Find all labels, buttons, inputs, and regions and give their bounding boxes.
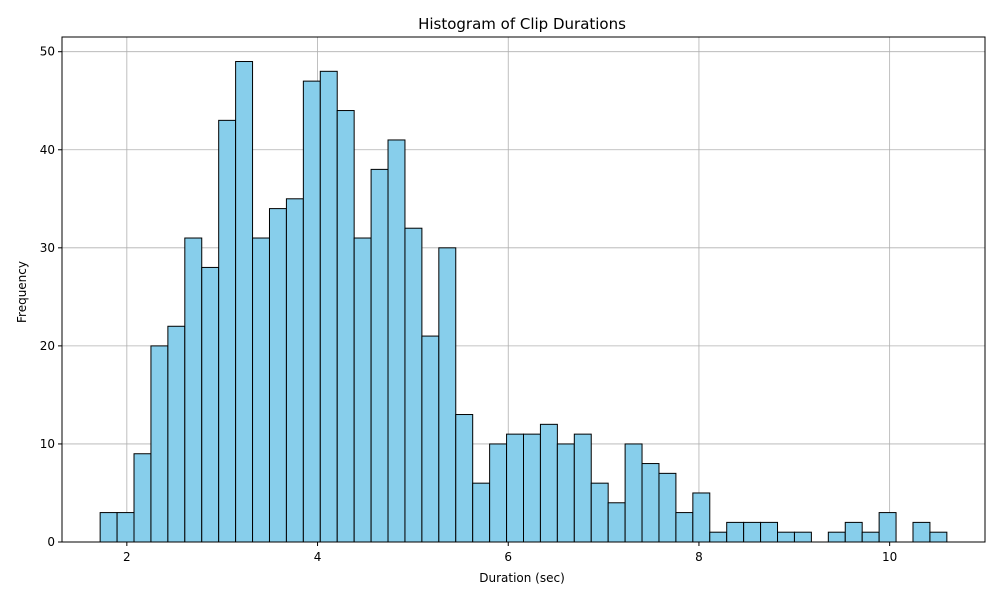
histogram-bar [878,512,897,543]
histogram-bar [523,433,541,543]
histogram-bar [133,453,152,543]
histogram-bar [184,237,203,543]
histogram-bar [709,531,728,543]
histogram-bar [218,119,237,543]
histogram-bar [760,521,779,543]
histogram-bar [793,531,812,543]
histogram-bar [404,227,423,543]
histogram-bar [607,502,626,543]
histogram-bar [99,512,118,543]
chart-title: Histogram of Clip Durations [418,15,626,33]
y-tick-label: 20 [40,339,55,353]
histogram-bar [302,80,321,543]
histogram-bar [370,168,389,543]
histogram-bar [472,482,491,543]
y-tick-label: 40 [40,143,55,157]
histogram-bar [319,70,338,543]
axis-ticks: 2 4 6 8 10 0 10 20 30 40 50 [40,45,898,564]
x-tick-label: 6 [504,550,512,564]
histogram-bar [506,433,524,543]
y-axis-label: Frequency [15,261,29,323]
histogram-bar [268,208,287,543]
histogram-bar [421,335,440,543]
histogram-bar [167,325,186,543]
y-tick-label: 50 [40,45,55,59]
histogram-bar [861,531,880,543]
histogram-bar [675,512,694,543]
histogram-bars [99,61,948,543]
histogram-bar [489,443,508,543]
histogram-bar [150,345,169,543]
plot-frame [61,36,986,543]
histogram-bar [116,512,135,543]
y-tick-label: 10 [40,437,55,451]
x-tick-label: 8 [695,550,703,564]
histogram-bar [387,139,406,543]
histogram-bar [252,237,270,543]
histogram-bar [624,443,643,543]
histogram-bar [743,521,762,543]
histogram-bar [827,531,846,543]
x-axis-label: Duration (sec) [479,571,565,585]
histogram-bar [438,247,457,543]
histogram-bar [844,521,863,543]
x-tick-label: 10 [882,550,897,564]
histogram-bar [336,110,355,543]
histogram-bar [455,414,474,543]
histogram-bar [539,423,558,543]
x-tick-label: 4 [314,550,322,564]
histogram-bar [658,472,677,543]
histogram-bar [726,521,745,543]
histogram-bar [692,492,711,543]
histogram-bar [285,198,304,543]
y-tick-label: 0 [47,535,55,549]
histogram-bar [573,433,592,543]
histogram-bar [353,237,372,543]
x-tick-label: 2 [123,550,131,564]
histogram-bar [590,482,609,543]
histogram-bar [777,531,795,543]
histogram-bar [641,463,660,543]
histogram-bar [556,443,575,543]
axes-frame [61,36,986,543]
y-tick-label: 30 [40,241,55,255]
histogram-bar [201,266,220,543]
histogram-bar [912,521,931,543]
histogram-bar [235,61,254,543]
histogram-bar [929,531,948,543]
